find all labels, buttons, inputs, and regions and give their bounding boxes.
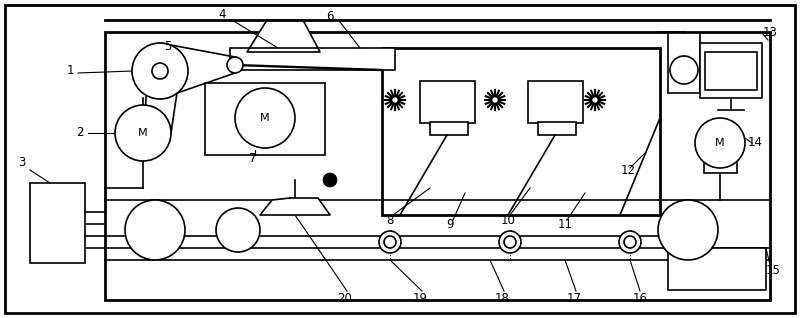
Circle shape: [323, 173, 337, 187]
Circle shape: [125, 200, 185, 260]
Text: 10: 10: [501, 215, 515, 227]
Text: M: M: [715, 138, 725, 148]
Bar: [538, 122, 576, 135]
Bar: [668, 248, 766, 290]
Text: M: M: [260, 113, 270, 123]
Circle shape: [115, 105, 171, 161]
Text: 14: 14: [747, 136, 762, 149]
Circle shape: [619, 231, 641, 253]
Circle shape: [391, 96, 398, 103]
Circle shape: [132, 43, 188, 99]
Text: 17: 17: [566, 292, 582, 305]
Text: 3: 3: [18, 156, 26, 169]
Text: 7: 7: [250, 151, 257, 164]
Bar: [705, 52, 757, 90]
Bar: [704, 153, 737, 173]
Text: 18: 18: [494, 292, 510, 305]
Circle shape: [624, 236, 636, 248]
Text: 2: 2: [76, 127, 84, 140]
Bar: [668, 33, 700, 93]
Circle shape: [591, 96, 598, 103]
Text: 19: 19: [413, 292, 427, 305]
Bar: [420, 81, 475, 123]
Text: 1: 1: [66, 64, 74, 77]
Circle shape: [152, 63, 168, 79]
Circle shape: [499, 231, 521, 253]
Circle shape: [491, 96, 498, 103]
Circle shape: [384, 236, 396, 248]
Bar: [230, 48, 395, 70]
Bar: [205, 83, 325, 155]
Polygon shape: [247, 20, 320, 52]
Bar: [700, 43, 762, 98]
Text: 12: 12: [621, 163, 635, 176]
Text: 5: 5: [164, 39, 172, 52]
Text: 16: 16: [633, 292, 647, 305]
Circle shape: [695, 118, 745, 168]
Text: 15: 15: [766, 264, 781, 276]
Text: 8: 8: [386, 215, 394, 227]
Bar: [105, 32, 770, 300]
Bar: [30, 183, 85, 263]
Circle shape: [227, 57, 243, 73]
Bar: [528, 81, 583, 123]
Text: 13: 13: [762, 26, 778, 39]
Text: 4: 4: [218, 8, 226, 20]
Bar: [430, 122, 468, 135]
Text: M: M: [138, 128, 148, 138]
Circle shape: [379, 231, 401, 253]
Circle shape: [504, 236, 516, 248]
Circle shape: [670, 56, 698, 84]
Text: 6: 6: [326, 10, 334, 23]
Text: 20: 20: [338, 292, 353, 305]
Bar: [382, 48, 660, 215]
Polygon shape: [260, 198, 330, 215]
Text: 11: 11: [558, 218, 573, 232]
Circle shape: [235, 88, 295, 148]
Text: 9: 9: [446, 218, 454, 232]
Circle shape: [658, 200, 718, 260]
Circle shape: [216, 208, 260, 252]
